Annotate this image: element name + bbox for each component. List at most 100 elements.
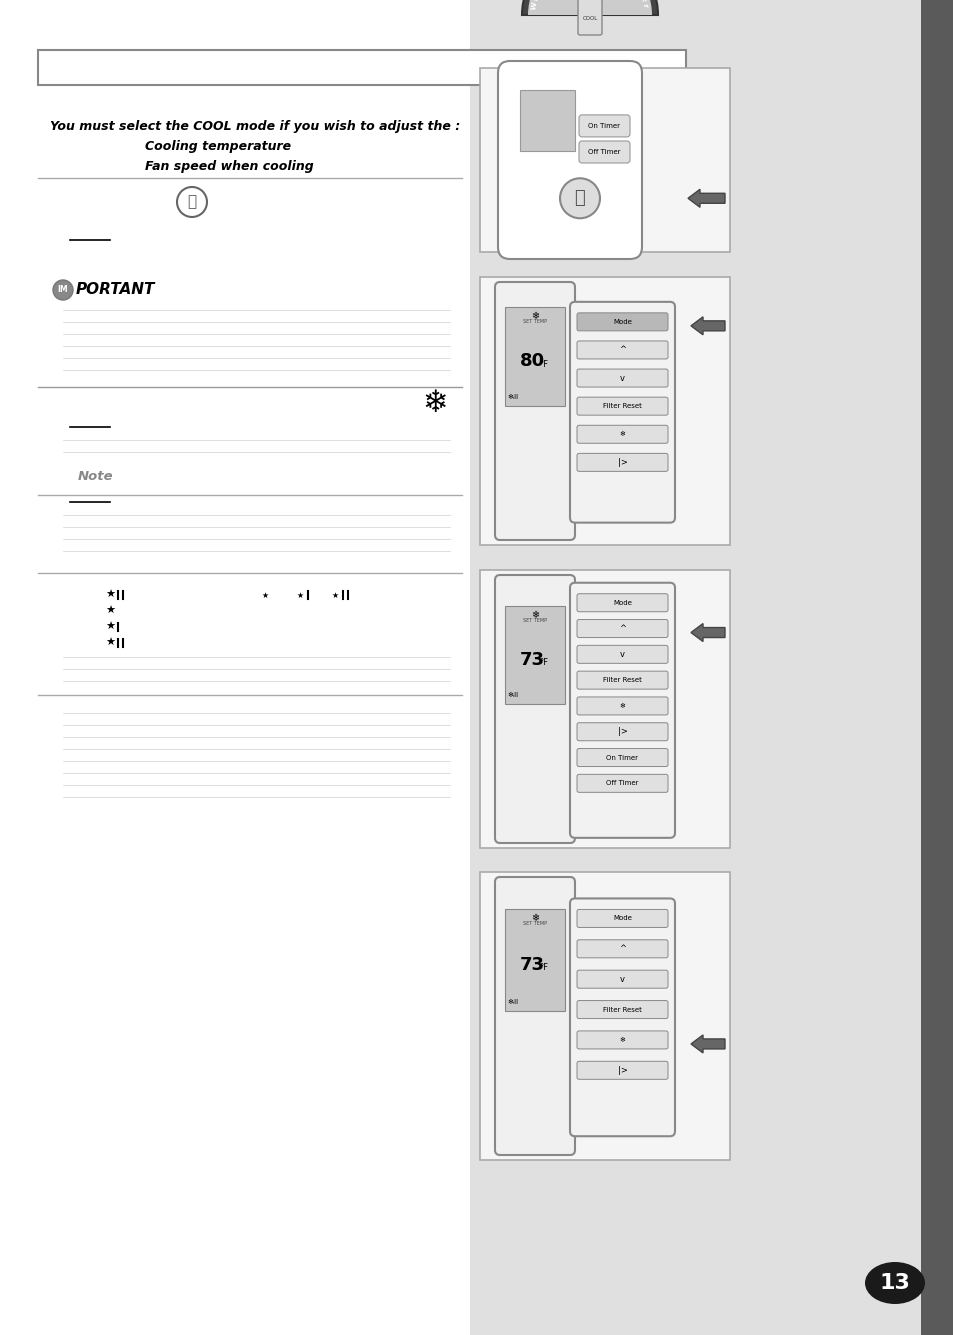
Bar [504,606,564,704]
Text: Mode: Mode [613,599,631,606]
Text: |>: |> [617,1065,627,1075]
FancyBboxPatch shape [495,282,575,539]
Text: Mode: Mode [613,319,631,324]
Text: ★: ★ [105,638,115,647]
Bar [479,276,729,545]
Text: ❄: ❄ [422,388,447,418]
FancyBboxPatch shape [569,302,675,522]
Text: SET TEMP: SET TEMP [522,618,546,623]
Text: ❄: ❄ [531,610,538,619]
FancyBboxPatch shape [578,115,629,138]
Circle shape [53,280,73,300]
FancyBboxPatch shape [577,396,667,415]
Bar [504,307,564,406]
Wedge shape [521,0,658,15]
Bar [479,570,729,848]
Text: ❄: ❄ [531,311,538,320]
FancyBboxPatch shape [495,877,575,1155]
Text: Off Timer: Off Timer [605,781,639,786]
Text: °F: °F [539,658,548,668]
Text: v: v [619,975,624,984]
Bar [519,91,575,151]
FancyBboxPatch shape [577,1061,667,1079]
FancyBboxPatch shape [577,940,667,957]
FancyBboxPatch shape [495,575,575,842]
FancyBboxPatch shape [577,312,667,331]
Text: Filter Reset: Filter Reset [602,403,641,409]
Text: Mode: Mode [613,916,631,921]
Text: ❄: ❄ [531,913,538,922]
FancyBboxPatch shape [577,426,667,443]
Text: ❄: ❄ [618,704,625,709]
FancyBboxPatch shape [577,909,667,928]
Bar [920,0,953,1335]
Text: °F: °F [539,360,548,368]
Text: 73: 73 [519,651,544,669]
Text: v: v [619,374,624,383]
FancyBboxPatch shape [577,340,667,359]
FancyArrow shape [690,316,724,335]
FancyBboxPatch shape [577,619,667,638]
FancyBboxPatch shape [569,898,675,1136]
Text: ★: ★ [105,606,115,615]
Text: ❄: ❄ [618,1037,625,1043]
Text: 13: 13 [879,1274,909,1294]
FancyArrow shape [690,623,724,642]
Text: SET TEMP: SET TEMP [522,319,546,324]
Text: On Timer: On Timer [606,754,638,761]
FancyBboxPatch shape [577,672,667,689]
Text: 80: 80 [518,352,544,370]
Text: ★: ★ [331,590,338,599]
Text: You must select the COOL mode if you wish to adjust the :: You must select the COOL mode if you wis… [50,120,459,134]
FancyBboxPatch shape [577,722,667,741]
Text: |>: |> [617,728,627,736]
Text: v: v [619,650,624,659]
Circle shape [559,179,599,219]
Text: Filter Reset: Filter Reset [602,677,641,684]
Text: ❄ᵢII: ❄ᵢII [506,999,517,1005]
Text: °F: °F [539,964,548,972]
Wedge shape [527,0,651,15]
Text: ^: ^ [618,346,625,355]
Text: ^: ^ [618,944,625,953]
Text: ❄: ❄ [618,431,625,438]
Text: Cooling temperature: Cooling temperature [145,140,291,154]
Text: Off Timer: Off Timer [587,150,619,155]
FancyBboxPatch shape [577,749,667,766]
Text: IM: IM [57,286,69,295]
FancyBboxPatch shape [578,142,629,163]
Bar [479,872,729,1160]
FancyBboxPatch shape [577,645,667,663]
Text: ^: ^ [618,623,625,633]
FancyBboxPatch shape [577,594,667,611]
Bar [470,0,920,1335]
Text: ★: ★ [105,590,115,599]
Text: 73: 73 [519,956,544,973]
Text: ★: ★ [105,622,115,631]
Text: ⏻: ⏻ [574,190,585,207]
FancyBboxPatch shape [577,1000,667,1019]
Text: ❄ᵢII: ❄ᵢII [506,692,517,698]
FancyBboxPatch shape [578,0,601,35]
Bar [504,909,564,1011]
Text: PORTANT: PORTANT [76,283,155,298]
Circle shape [177,187,207,218]
Bar [479,68,729,252]
FancyBboxPatch shape [569,583,675,838]
FancyArrow shape [687,190,724,207]
Text: On Timer: On Timer [587,123,619,129]
Text: ★: ★ [296,590,303,599]
Text: ★: ★ [261,590,268,599]
Text: r: r [641,3,648,8]
Text: Note: Note [78,470,113,483]
Text: e: e [639,0,646,3]
FancyBboxPatch shape [497,61,641,259]
FancyBboxPatch shape [577,774,667,793]
FancyBboxPatch shape [577,1031,667,1049]
Text: W: W [531,1,537,9]
Text: ❄ᵢII: ❄ᵢII [506,394,517,400]
FancyBboxPatch shape [577,368,667,387]
FancyBboxPatch shape [577,971,667,988]
FancyBboxPatch shape [577,697,667,716]
Text: ⏻: ⏻ [187,195,196,210]
